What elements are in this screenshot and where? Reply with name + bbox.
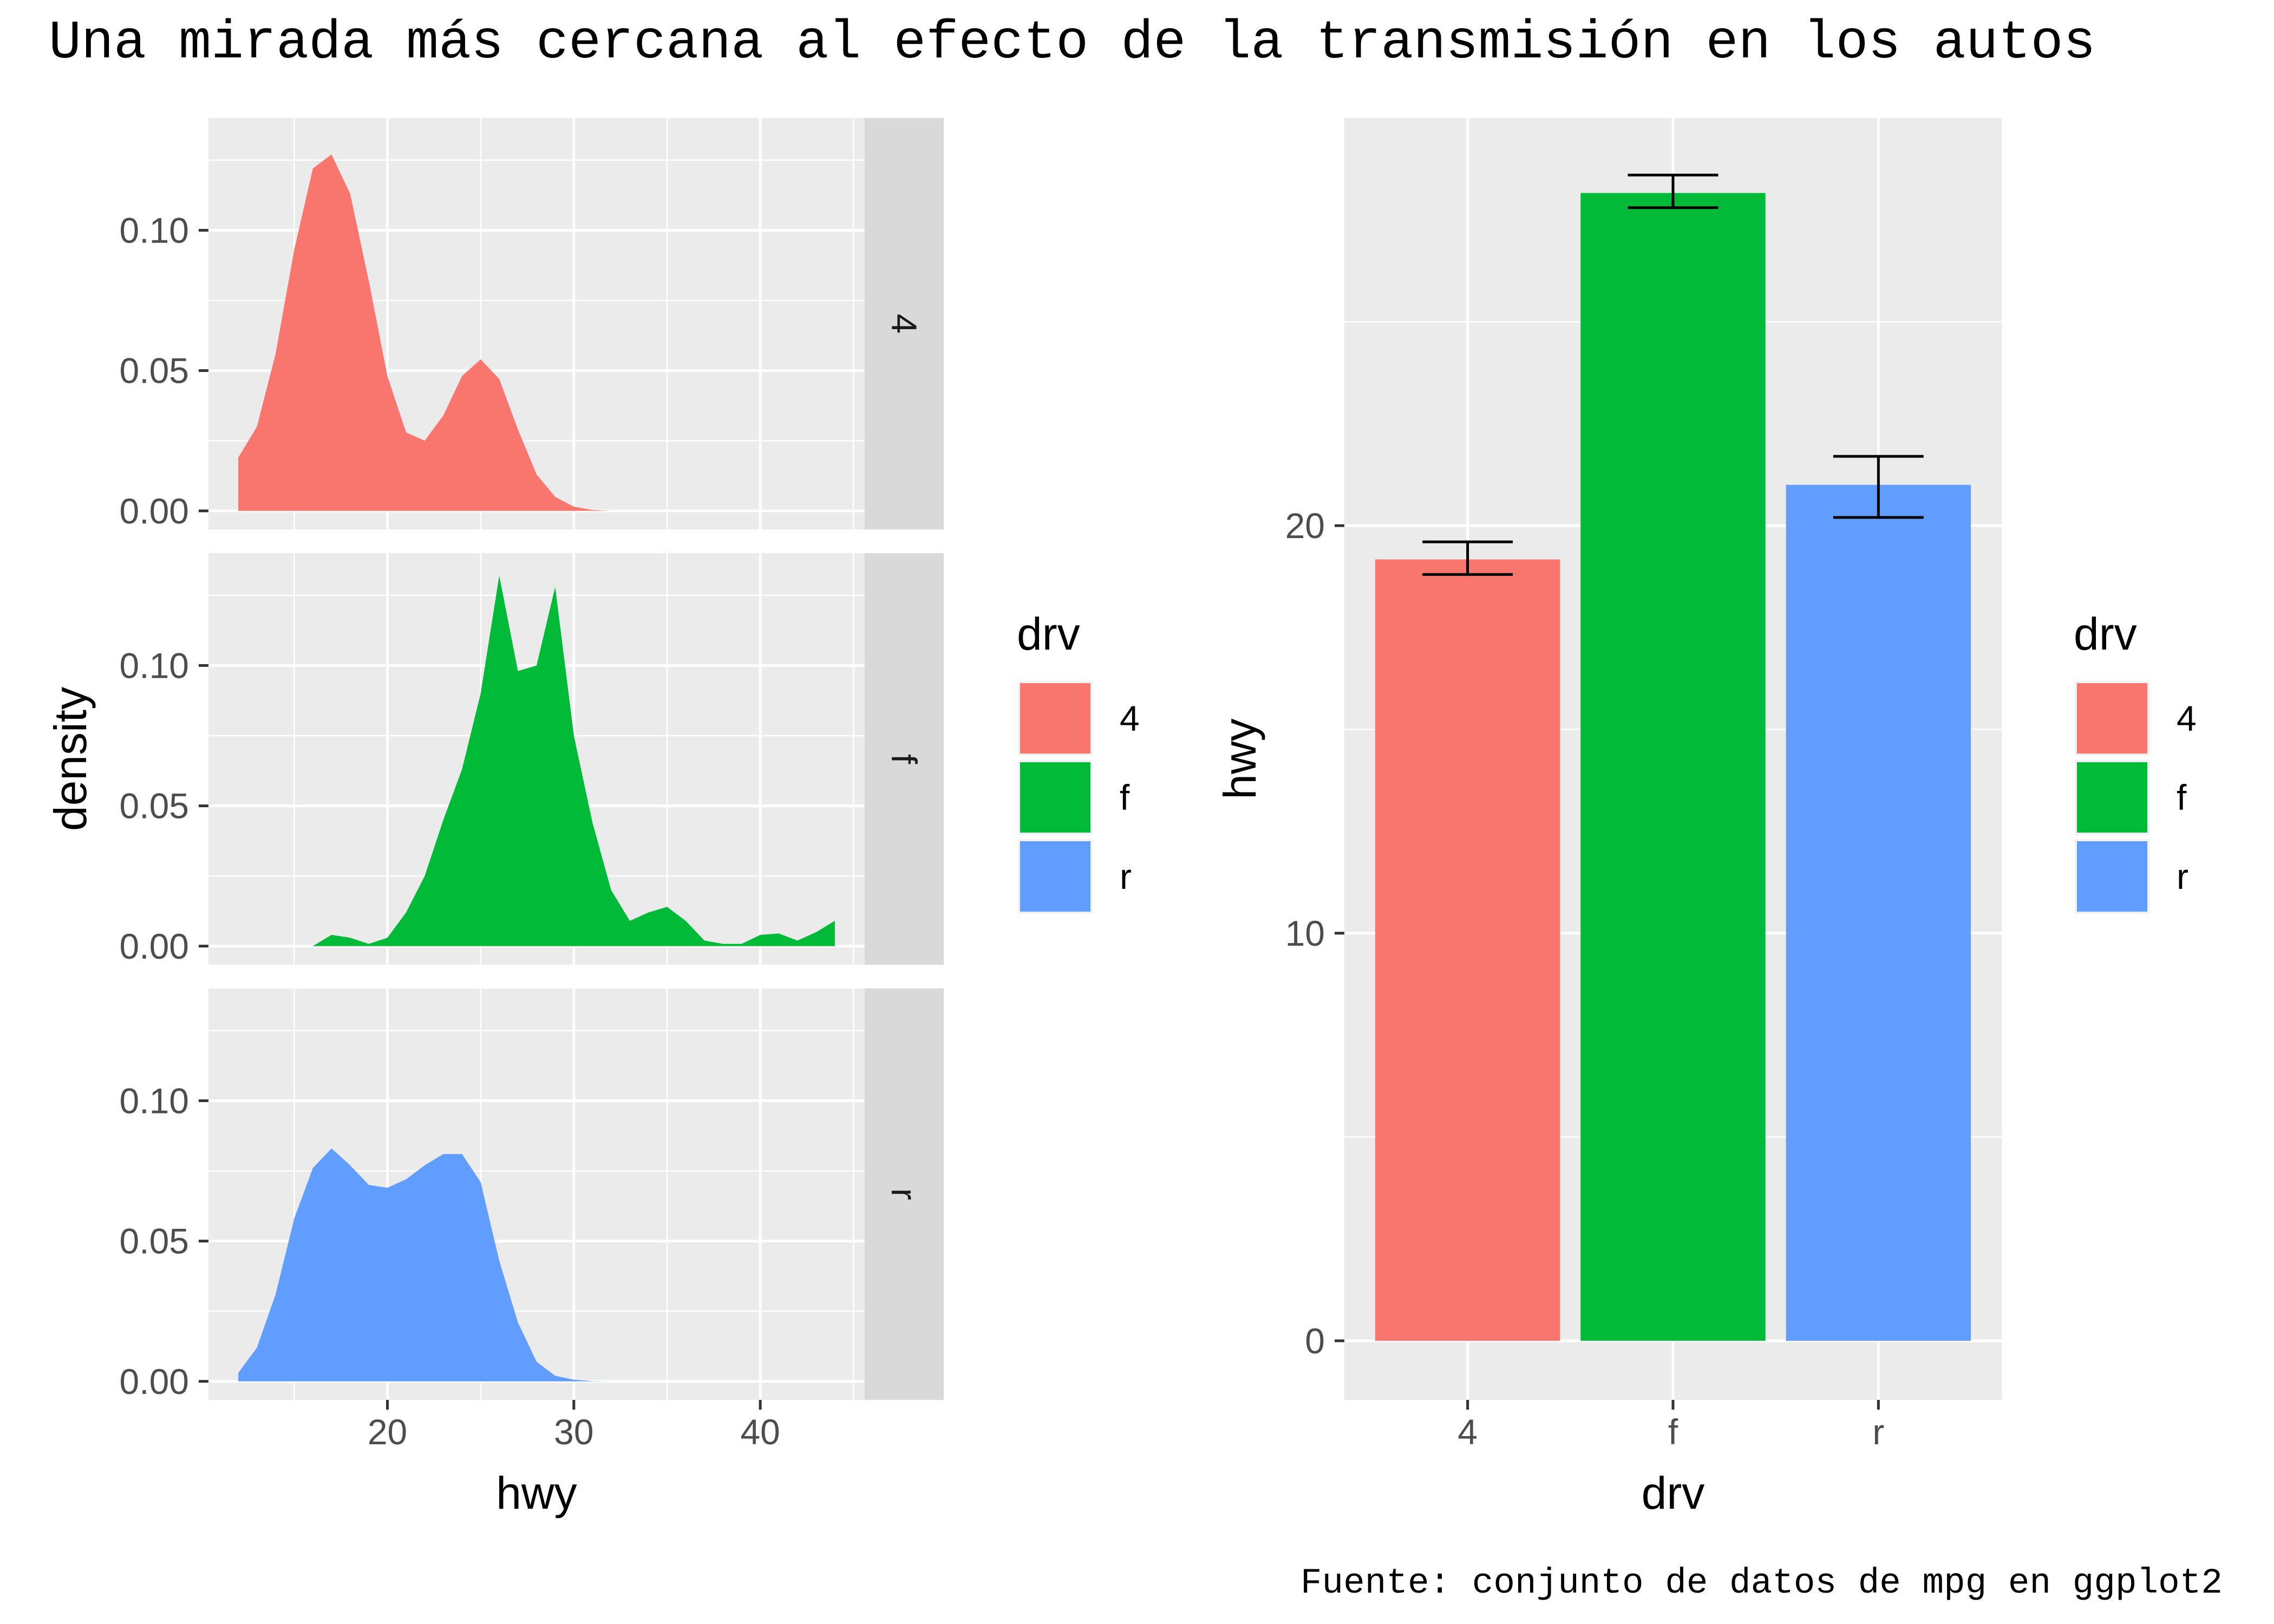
legend-label: f bbox=[1120, 777, 1130, 817]
x-tick-label: 4 bbox=[1458, 1412, 1478, 1452]
y-tick-label: 0.00 bbox=[120, 1361, 189, 1402]
legend-swatch-4 bbox=[2077, 683, 2147, 754]
density-legend: drv 4 fr bbox=[1017, 608, 1140, 914]
legend-swatch-r bbox=[2077, 841, 2147, 912]
y-tick-label: 0.05 bbox=[120, 351, 189, 391]
y-tick-label: 0.05 bbox=[120, 1221, 189, 1261]
y-tick-label: 10 bbox=[1285, 913, 1325, 953]
density-area-4 bbox=[238, 154, 611, 511]
x-tick-label: 30 bbox=[554, 1412, 593, 1452]
legend-label: 4 bbox=[2177, 698, 2197, 738]
x-tick-label: r bbox=[1872, 1412, 1884, 1452]
legend-label: r bbox=[1120, 856, 1132, 896]
x-axis-title: drv bbox=[1642, 1468, 1705, 1518]
y-tick-label: 0.00 bbox=[120, 491, 189, 531]
legend-title: drv bbox=[1017, 608, 1080, 659]
bar-f bbox=[1580, 193, 1766, 1341]
x-tick-label: 40 bbox=[740, 1412, 780, 1452]
legend-swatch-f bbox=[2077, 762, 2147, 833]
facet-strip-f bbox=[865, 553, 944, 965]
density-panel-r: r 0.00 0.05 0.10 bbox=[120, 988, 944, 1402]
bar-legend: drv 4 fr bbox=[2074, 608, 2197, 914]
legend-swatch-f bbox=[1020, 762, 1090, 833]
errorbar-r bbox=[1833, 455, 1924, 519]
y-tick-label: 0.10 bbox=[120, 1081, 189, 1121]
facet-strip-label: r bbox=[884, 1188, 924, 1200]
legend-title: drv bbox=[2074, 608, 2137, 659]
x-tick-label: f bbox=[1668, 1412, 1678, 1452]
x-axis-title: hwy bbox=[496, 1468, 577, 1518]
legend-swatch-r bbox=[1020, 841, 1090, 912]
density-area-r bbox=[238, 1148, 611, 1381]
legend-label: 4 bbox=[1120, 698, 1140, 738]
density-chart: 4 0.00 0.05 0.10 f 0.00 0.05 0.10 r 0.00 0.05 0.10 2… bbox=[45, 118, 1140, 1518]
y-tick-label: 0.10 bbox=[120, 210, 189, 250]
y-axis-title: hwy bbox=[1214, 718, 1265, 799]
facet-strip-label: 4 bbox=[884, 314, 924, 334]
facet-strip-4 bbox=[865, 118, 944, 529]
x-tick-label: 20 bbox=[368, 1412, 407, 1452]
facet-strip-label: f bbox=[884, 754, 924, 764]
y-tick-label: 0.05 bbox=[120, 786, 189, 826]
legend-swatch-4 bbox=[1020, 683, 1090, 754]
legend-label: f bbox=[2177, 777, 2187, 817]
errorbar-4 bbox=[1422, 540, 1513, 576]
y-tick-label: 0 bbox=[1305, 1321, 1325, 1361]
density-panel-4: 4 0.00 0.05 0.10 bbox=[120, 118, 944, 531]
y-tick-label: 0.00 bbox=[120, 926, 189, 966]
chart-title: Una mirada más cercana al efecto de la t… bbox=[49, 13, 2096, 74]
y-tick-label: 20 bbox=[1285, 506, 1325, 546]
facet-strip-r bbox=[865, 988, 944, 1400]
errorbar-f bbox=[1628, 173, 1718, 209]
chart-caption: Fuente: conjunto de datos de mpg en ggpl… bbox=[1301, 1563, 2223, 1603]
legend-label: r bbox=[2177, 856, 2188, 896]
bar-4 bbox=[1375, 559, 1560, 1341]
density-area-f bbox=[312, 575, 835, 946]
density-panel-f: f 0.00 0.05 0.10 bbox=[120, 553, 944, 966]
y-axis-title: density bbox=[45, 687, 96, 831]
bar-r bbox=[1786, 484, 1971, 1341]
y-tick-label: 0.10 bbox=[120, 645, 189, 685]
